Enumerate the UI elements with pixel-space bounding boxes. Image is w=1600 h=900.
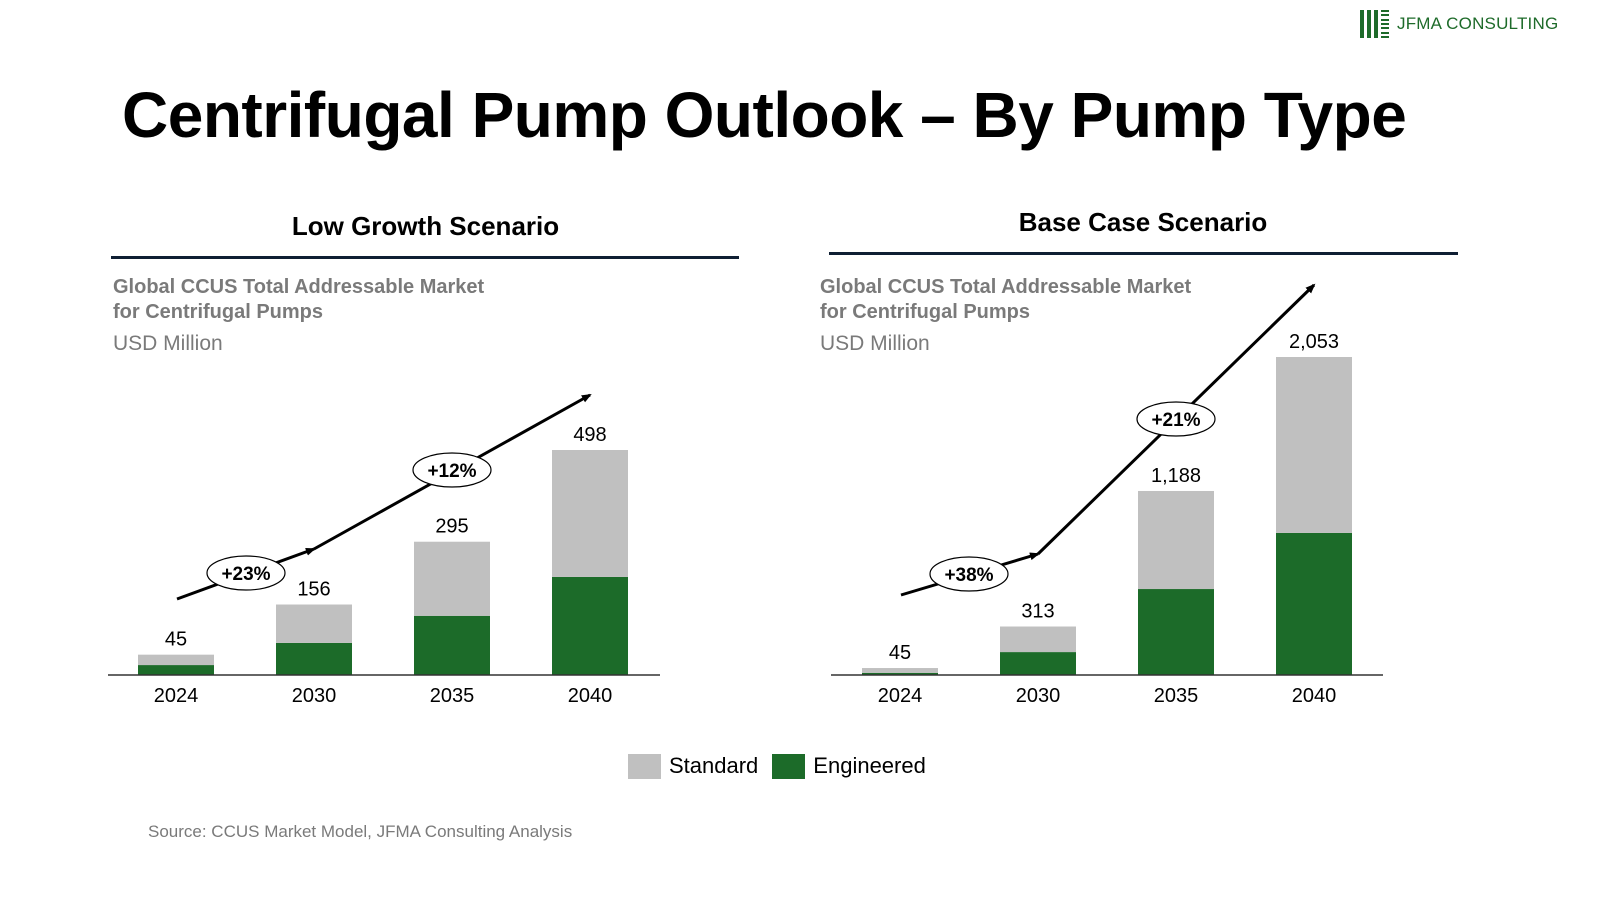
legend-swatch-standard xyxy=(628,753,661,779)
cagr-label: +21% xyxy=(1151,410,1200,431)
data-label-2035: 295 xyxy=(435,516,468,538)
data-label-2024: 45 xyxy=(165,629,187,651)
panel-rule xyxy=(829,252,1458,255)
chart-legend: Standard Engineered xyxy=(628,753,940,779)
x-tick-label: 2035 xyxy=(1154,685,1199,707)
bar-engineered-2040 xyxy=(552,576,628,675)
bar-standard-2035 xyxy=(414,541,490,616)
cagr-bubble xyxy=(929,556,1009,592)
chart-subtitle-line2: for Centrifugal Pumps xyxy=(113,301,324,323)
bar-engineered-2035 xyxy=(1138,589,1214,675)
bar-standard-2035 xyxy=(1138,490,1214,590)
legend-label: Engineered xyxy=(813,753,926,778)
brand-logo: JFMA CONSULTING xyxy=(1360,10,1558,38)
bar-engineered-2030 xyxy=(276,642,352,675)
chart-subtitle: Global CCUS Total Addressable Market for… xyxy=(113,275,484,325)
x-tick-label: 2040 xyxy=(1292,685,1337,707)
bar-engineered-2030 xyxy=(1000,652,1076,675)
chart-subtitle-line2: for Centrifugal Pumps xyxy=(820,301,1031,323)
bar-engineered-2035 xyxy=(414,615,490,675)
chart-base-case: 45 2024 313 2030 1,188 2035 2,053 2040 +38% +21% xyxy=(831,283,1383,707)
brand-name: JFMA CONSULTING xyxy=(1397,14,1559,33)
cagr-bubble xyxy=(1136,401,1216,437)
data-label-2040: 2,053 xyxy=(1289,331,1339,353)
chart-subtitle-line1: Global CCUS Total Addressable Market xyxy=(113,276,485,298)
data-label-2030: 313 xyxy=(1021,601,1054,623)
legend-item-engineered: Engineered xyxy=(772,753,926,779)
source-note: Source: CCUS Market Model, JFMA Consulti… xyxy=(148,822,573,841)
chart-low-growth: 45 2024 156 2030 295 2035 498 2040 +23% +12% xyxy=(108,393,660,707)
cagr-bubble xyxy=(412,452,492,488)
x-tick-label: 2024 xyxy=(878,685,923,707)
bar-standard-2024 xyxy=(862,668,938,673)
bar-standard-2040 xyxy=(552,450,628,577)
x-tick-label: 2030 xyxy=(1016,685,1061,707)
x-tick-label: 2024 xyxy=(154,685,199,707)
panel-title-base-case: Base Case Scenario xyxy=(1018,207,1268,237)
cagr-label: +23% xyxy=(221,564,270,585)
logo-bars-icon xyxy=(1360,10,1389,38)
chart-unit-label: USD Million xyxy=(820,332,930,355)
data-label-2024: 45 xyxy=(889,642,911,664)
bar-standard-2024 xyxy=(138,654,214,666)
bar-engineered-2024 xyxy=(138,665,214,675)
cagr-label: +38% xyxy=(944,565,993,586)
chart-unit-label: USD Million xyxy=(113,332,223,355)
bar-standard-2040 xyxy=(1276,357,1352,533)
panel-rule xyxy=(111,256,739,259)
chart-subtitle-line1: Global CCUS Total Addressable Market xyxy=(820,276,1192,298)
data-label-2040: 498 xyxy=(573,424,606,446)
cagr-label: +12% xyxy=(427,461,476,482)
panel-title-low-growth: Low Growth Scenario xyxy=(291,211,560,241)
slide-title: Centrifugal Pump Outlook – By Pump Type xyxy=(122,79,1407,151)
x-tick-label: 2035 xyxy=(430,685,475,707)
bar-standard-2030 xyxy=(1000,626,1076,653)
legend-swatch-engineered xyxy=(772,753,806,779)
chart-subtitle: Global CCUS Total Addressable Market for… xyxy=(820,275,1191,325)
data-label-2030: 156 xyxy=(297,579,330,601)
legend-item-standard: Standard xyxy=(628,753,758,779)
cagr-bubble xyxy=(206,555,286,591)
bar-engineered-2040 xyxy=(1276,532,1352,675)
bar-standard-2030 xyxy=(276,604,352,643)
x-tick-label: 2040 xyxy=(568,685,613,707)
data-label-2035: 1,188 xyxy=(1151,465,1201,487)
legend-label: Standard xyxy=(669,753,759,778)
bar-engineered-2024 xyxy=(862,672,938,675)
x-tick-label: 2030 xyxy=(292,685,337,707)
